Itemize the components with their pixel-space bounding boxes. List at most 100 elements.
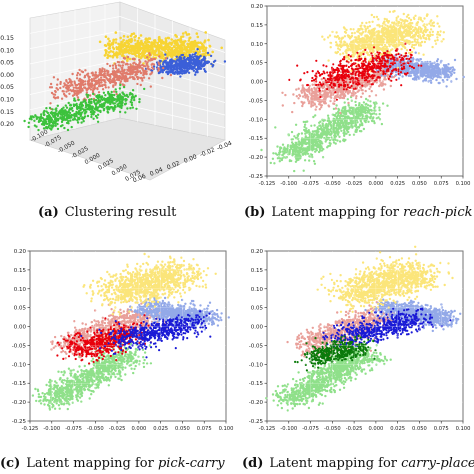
y-tick-label: -0.10	[12, 362, 27, 368]
y-tick-label: -0.15	[12, 381, 27, 387]
plot-area-3d: 0.150.100.050.00-0.05-0.10-0.15-0.20-0.1…	[0, 1, 233, 185]
y-tick-label: -0.25	[12, 419, 27, 425]
plot-area: -0.125 -0.100 -0.075 -0.050 -0.025 0.000 0.025…	[12, 249, 234, 432]
x-tick-label: 0.075	[434, 181, 449, 187]
y-tick-label: -0.05	[12, 343, 27, 349]
y-tick-label: -0.25	[249, 174, 264, 180]
mapping-blue	[80, 310, 212, 359]
y-tick-label: 0.00	[14, 325, 27, 331]
x-tick-label: -0.025	[346, 181, 363, 187]
z-tick-label: -0.10	[0, 97, 14, 104]
series-red-3d	[48, 52, 173, 111]
mapping-green	[294, 334, 377, 372]
points-group	[260, 9, 465, 173]
series-green	[31, 342, 153, 411]
x-tick-label: 0.000	[131, 426, 146, 432]
y-tick-label: -0.20	[249, 400, 264, 406]
panel-b-latent-reach-pick: -0.125 -0.100 -0.075 -0.050 -0.025 0.000 0.025…	[249, 4, 471, 187]
caption-d: (d) Latent mapping for carry-place	[242, 456, 474, 471]
x-tick-label: -0.125	[22, 426, 39, 432]
y-tick-label: 0.00	[183, 153, 198, 165]
z-tick-label: -0.15	[0, 109, 14, 116]
y-tick-label: -0.20	[12, 400, 27, 406]
x-tick-label: -0.050	[324, 426, 341, 432]
y-tick-label: 0.06	[132, 173, 147, 185]
y-tick-label: 0.05	[14, 306, 27, 312]
z-tick-label: -0.20	[0, 121, 14, 128]
x-tick-label: 0.100	[219, 426, 234, 432]
y-tick-label: 0.15	[251, 268, 264, 274]
x-tick-label: 0.075	[197, 426, 212, 432]
y-tick-label: -0.10	[249, 117, 264, 123]
x-tick-label: -0.100	[280, 181, 297, 187]
x-tick-label: -0.075	[302, 181, 319, 187]
x-tick-label: 0.050	[175, 426, 190, 432]
x-tick-label: 0.000	[368, 181, 383, 187]
x-tick-label: 0.000	[368, 426, 383, 432]
series-green-3d	[23, 83, 146, 132]
caption-c: (c) Latent mapping for pick-carry	[0, 456, 225, 471]
y-tick-label: 0.20	[14, 249, 27, 255]
series-blue-3d	[144, 48, 227, 78]
y-tick-label: -0.20	[249, 155, 264, 161]
x-tick-label: 0.100	[456, 426, 471, 432]
y-tick-label: 0.20	[251, 4, 264, 10]
x-tick-label: 0.100	[456, 181, 471, 187]
panel-a-3d-scatter: 0.150.100.050.00-0.05-0.10-0.15-0.20-0.1…	[0, 1, 233, 185]
plot-area: -0.125 -0.100 -0.075 -0.050 -0.025 0.000 0.025…	[249, 245, 471, 432]
x-tick-label: 0.025	[390, 181, 405, 187]
series-yellow	[82, 252, 217, 316]
z-tick-label: 0.05	[0, 60, 14, 67]
caption-a: (a) Clustering result	[38, 205, 177, 220]
mapping-red	[288, 42, 423, 101]
y-tick-label: 0.05	[251, 61, 264, 67]
series-green	[265, 338, 392, 412]
plot-area: -0.125 -0.100 -0.075 -0.050 -0.025 0.000 0.025…	[249, 4, 471, 187]
series-green	[260, 95, 389, 173]
x-tick-label: -0.075	[302, 426, 319, 432]
y-tick-label: 0.10	[251, 287, 264, 293]
pane-floor	[28, 117, 226, 181]
series-yellow	[321, 9, 445, 73]
x-tick-label: -0.025	[109, 426, 126, 432]
x-tick-label: -0.100	[280, 426, 297, 432]
z-tick-label: 0.15	[0, 35, 14, 42]
y-tick-label: 0.10	[251, 42, 264, 48]
y-tick-label: 0.15	[14, 268, 27, 274]
z-tick-label: -0.05	[0, 84, 14, 91]
y-tick-label: 0.00	[251, 325, 264, 331]
y-tick-label: -0.05	[249, 343, 264, 349]
y-tick-label: -0.15	[249, 381, 264, 387]
points-group	[265, 245, 462, 412]
z-tick-label: 0.00	[0, 72, 14, 79]
x-tick-label: -0.075	[65, 426, 82, 432]
x-tick-label: 0.075	[434, 426, 449, 432]
panel-d-latent-carry-place: -0.125 -0.100 -0.075 -0.050 -0.025 0.000 0.025…	[249, 245, 471, 432]
y-tick-label: 0.20	[251, 249, 264, 255]
series-blue	[128, 296, 231, 331]
x-tick-label: 0.025	[390, 426, 405, 432]
x-tick-label: -0.125	[259, 181, 276, 187]
y-tick-label: -0.25	[249, 419, 264, 425]
z-tick-label: 0.10	[0, 47, 14, 54]
x-tick-label: -0.050	[87, 426, 104, 432]
y-tick-label: 0.00	[251, 80, 264, 86]
y-tick-label: 0.04	[149, 166, 164, 178]
x-tick-label: -0.025	[346, 426, 363, 432]
x-tick-label: -0.100	[43, 426, 60, 432]
caption-b: (b) Latent mapping for reach-pick	[244, 205, 473, 220]
y-tick-label: -0.05	[249, 98, 264, 104]
series-yellow-3d	[98, 31, 223, 73]
y-tick-label: 0.05	[251, 306, 264, 312]
x-tick-label: -0.050	[324, 181, 341, 187]
points-group	[31, 252, 231, 411]
x-tick-label: 0.025	[153, 426, 168, 432]
y-tick-label: 0.10	[14, 287, 27, 293]
y-tick-label: 0.15	[251, 23, 264, 29]
x-tick-label: -0.125	[259, 426, 276, 432]
x-tick-label: 0.050	[412, 181, 427, 187]
y-tick-label: 0.02	[166, 160, 181, 172]
panel-c-latent-pick-carry: -0.125 -0.100 -0.075 -0.050 -0.025 0.000 0.025…	[12, 249, 234, 432]
y-tick-label: -0.15	[249, 136, 264, 142]
x-tick-label: 0.050	[412, 426, 427, 432]
